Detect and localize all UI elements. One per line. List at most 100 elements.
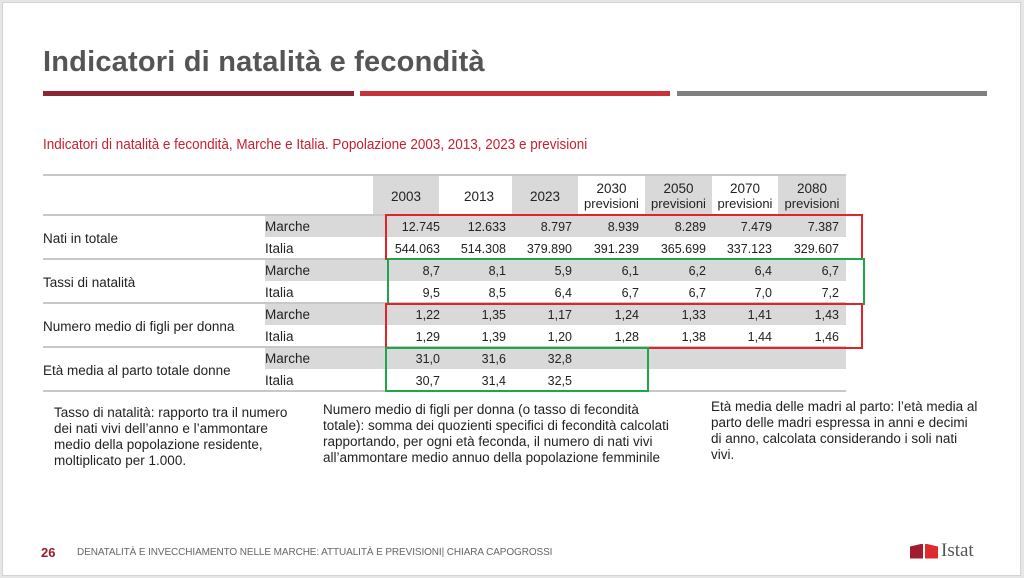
logo-text: Istat xyxy=(941,540,974,561)
table-cell: 12.745 xyxy=(401,219,440,234)
column-year: 2003 xyxy=(390,188,422,204)
column-year: 2013 xyxy=(463,188,495,204)
table-cell: 1,20 xyxy=(547,329,572,344)
column-year: 2080 xyxy=(796,181,828,196)
column-header-2030: 2030 previsioni xyxy=(578,176,645,216)
table-cell: 31,4 xyxy=(481,373,506,388)
table-row: 1,29 1,39 1,20 1,28 1,38 1,44 1,46 xyxy=(265,326,846,347)
table-cell: 6,2 xyxy=(688,263,706,278)
indicator-label: Numero medio di figli per donna xyxy=(43,318,235,334)
area-label: Marche xyxy=(265,304,373,325)
table-cell: 6,7 xyxy=(821,263,839,278)
highlight-box-tassi xyxy=(387,258,865,305)
table-cell: 31,0 xyxy=(415,351,440,366)
table-row: 12.745 12.633 8.797 8.939 8.289 7.479 7.387 xyxy=(265,216,846,237)
table-cell: 8.939 xyxy=(607,219,639,234)
table-cell: 8,7 xyxy=(422,263,440,278)
table-header: 2003 2013 2023 2030 previsioni 2050 previsioni… xyxy=(43,174,846,216)
area-label: Italia xyxy=(265,329,294,344)
table-cell: 5,9 xyxy=(554,263,572,278)
table-row: 31,0 31,6 32,8 xyxy=(265,348,846,369)
table-cell: 379.890 xyxy=(526,241,572,256)
area-label: Italia xyxy=(265,373,294,388)
footer-text: DENATALITÀ E INVECCHIAMENTO NELLE MARCHE… xyxy=(77,547,553,558)
table-cell: 9,5 xyxy=(422,285,440,300)
table-cell: 12.633 xyxy=(467,219,506,234)
table-cell: 31,6 xyxy=(481,351,506,366)
table-cell: 514.308 xyxy=(460,241,506,256)
table-cell: 6,7 xyxy=(621,285,639,300)
table-cell: 1,22 xyxy=(415,307,440,322)
table-cell: 1,43 xyxy=(814,307,839,322)
highlight-box-eta xyxy=(385,347,649,392)
title-underline-dark-red xyxy=(43,91,354,96)
area-label: Marche xyxy=(265,348,373,369)
indicator-label: Età media al parto totale donne xyxy=(43,362,231,378)
table-cell xyxy=(640,370,706,391)
table-cell: 1,33 xyxy=(681,307,706,322)
logo-mark-left xyxy=(910,543,923,559)
table-row: 1,22 1,35 1,17 1,24 1,33 1,41 1,43 xyxy=(265,304,846,325)
table-row: 30,7 31,4 32,5 xyxy=(265,370,846,391)
table-cell: 1,39 xyxy=(481,329,506,344)
table-row: 9,5 8,5 6,4 6,7 6,7 7,0 7,2 xyxy=(265,282,846,303)
table-cell: 7.387 xyxy=(807,219,839,234)
table-cell: 6,1 xyxy=(621,263,639,278)
title-underline-gray xyxy=(677,91,987,96)
column-year: 2050 xyxy=(663,181,694,196)
note-fertility-rate: Numero medio di figli per donna (o tasso… xyxy=(323,402,669,465)
table-cell xyxy=(773,348,839,369)
column-subheader: previsioni xyxy=(584,196,639,211)
column-subheader: previsioni xyxy=(784,196,840,211)
highlight-box-nati xyxy=(385,214,863,260)
area-label: Marche xyxy=(265,260,373,281)
indicator-label: Tassi di natalità xyxy=(43,274,136,290)
area-label: Italia xyxy=(265,285,294,300)
area-label: Italia xyxy=(265,241,294,256)
table-cell: 30,7 xyxy=(415,373,440,388)
table-cell: 6,4 xyxy=(554,285,572,300)
table-cell: 365.699 xyxy=(660,241,706,256)
title-underline-red xyxy=(360,91,670,96)
table-cell: 1,38 xyxy=(681,329,706,344)
table-cell xyxy=(706,370,772,391)
note-mean-age-at-birth: Età media delle madri al parto: l’età me… xyxy=(711,399,978,462)
table-cell: 7,0 xyxy=(754,285,772,300)
table-cell: 7,2 xyxy=(821,285,839,300)
table-cell: 337.123 xyxy=(726,241,772,256)
table-cell: 32,8 xyxy=(547,351,572,366)
table-cell: 1,28 xyxy=(614,329,639,344)
table-cell: 8,1 xyxy=(488,263,506,278)
table-cell: 1,41 xyxy=(747,307,772,322)
table-cell: 1,29 xyxy=(415,329,440,344)
table-cell: 8.289 xyxy=(674,219,706,234)
column-year: 2030 xyxy=(596,181,627,196)
table-cell: 329.607 xyxy=(793,241,839,256)
table-cell: 6,4 xyxy=(754,263,772,278)
table-row: 544.063 514.308 379.890 391.239 365.699 337.1… xyxy=(265,238,846,259)
table-cell: 6,7 xyxy=(688,285,706,300)
column-subheader: previsioni xyxy=(651,196,706,211)
column-year: 2023 xyxy=(529,188,561,204)
table-cell: 1,24 xyxy=(614,307,639,322)
table-cell: 1,35 xyxy=(481,307,506,322)
table-cell xyxy=(706,348,772,369)
column-year: 2070 xyxy=(729,181,761,196)
page-number: 26 xyxy=(41,545,56,560)
table-row: 8,7 8,1 5,9 6,1 6,2 6,4 6,7 xyxy=(265,260,846,281)
table-cell xyxy=(640,348,706,369)
column-header-2050: 2050 previsioni xyxy=(645,176,712,216)
highlight-box-figli xyxy=(385,303,863,349)
table-caption: Indicatori di natalità e fecondità, Marc… xyxy=(43,137,588,153)
table-cell: 7.479 xyxy=(740,219,772,234)
slide-title: Indicatori di natalità e fecondità xyxy=(43,46,485,78)
table-cell: 8,5 xyxy=(488,285,506,300)
note-birth-rate: Tasso di natalità: rapporto tra il numer… xyxy=(54,405,288,468)
table-cell: 8.797 xyxy=(540,219,572,234)
indicator-label: Nati in totale xyxy=(43,230,119,246)
column-header-2070: 2070 previsioni xyxy=(712,176,778,216)
area-label: Marche xyxy=(265,216,373,237)
column-header-2013: 2013 xyxy=(446,176,512,216)
logo-mark-right xyxy=(925,543,938,559)
